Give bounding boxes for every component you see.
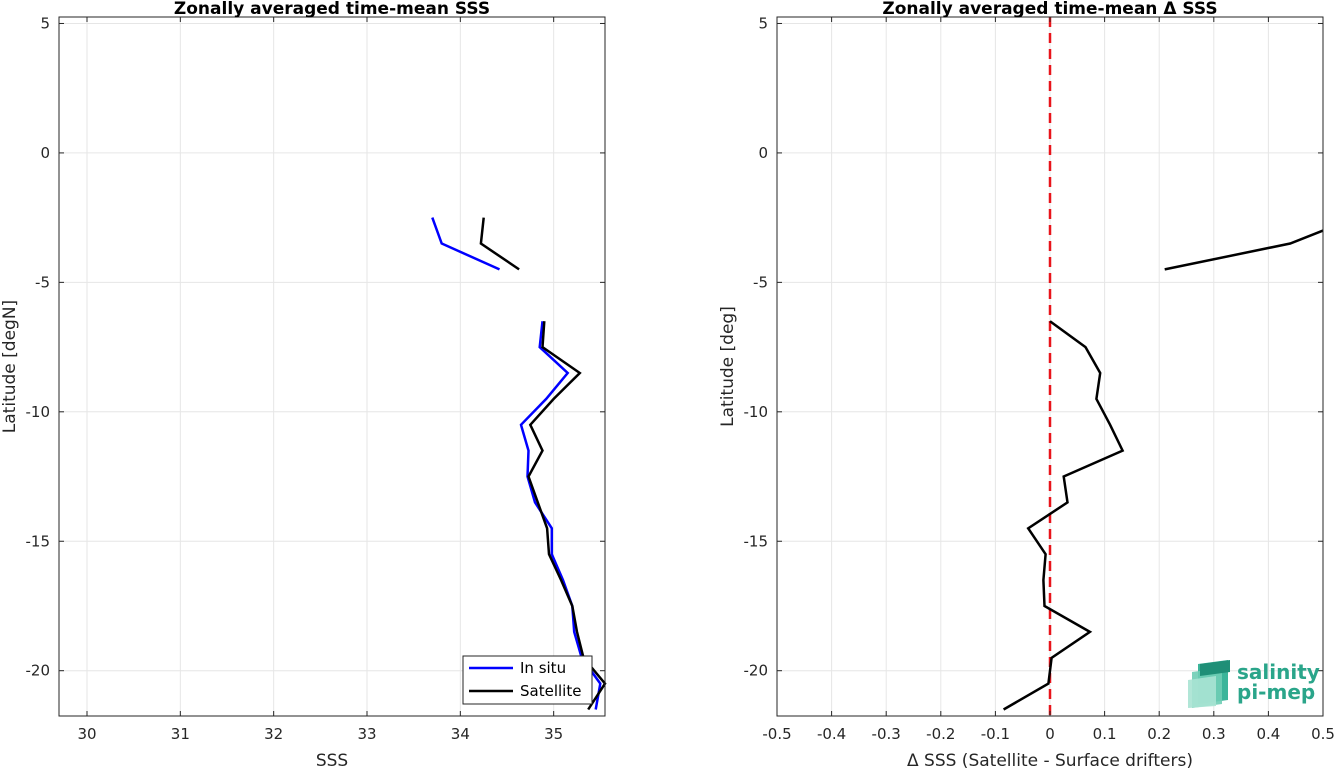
x-tick-label: 32 <box>264 725 283 743</box>
y-tick-label: 0 <box>40 144 50 162</box>
x-tick-label: -0.3 <box>872 725 901 743</box>
axes-box <box>58 16 606 717</box>
x-tick-label: 0.3 <box>1202 725 1226 743</box>
x-axis-label: SSS <box>316 751 348 769</box>
y-tick-label: -10 <box>26 403 51 421</box>
y-tick-label: 0 <box>758 144 768 162</box>
x-tick-label: 0.4 <box>1256 725 1280 743</box>
series-line-satellite-segment-0 <box>479 217 520 271</box>
legend-box <box>462 655 593 705</box>
y-tick-label: -5 <box>753 273 768 291</box>
x-tick-label: -0.4 <box>817 725 846 743</box>
x-tick-label: 0 <box>1045 725 1055 743</box>
series-line-satellite-segment-1 <box>527 321 607 711</box>
x-axis-label: Δ SSS (Satellite - Surface drifters) <box>907 751 1193 769</box>
series-line-in-situ-segment-0 <box>431 217 501 271</box>
right-panel-delta-sss: -0.5 -0.4 -0.3 -0.2 -0.1 0 0.1 0.2 0.3 0.4 0.5 5 0 -5… <box>718 0 1335 769</box>
y-tick-label: -10 <box>744 403 769 421</box>
y-tick-label: -20 <box>26 662 51 680</box>
x-tick-label: 34 <box>451 725 470 743</box>
left-panel-sss: 30 31 32 33 34 35 5 0 -5 -10 -15 -20 Zonally average… <box>0 0 607 769</box>
y-tick-label: -15 <box>26 532 51 550</box>
x-tick-label: 33 <box>357 725 376 743</box>
x-tick-label: 31 <box>171 725 190 743</box>
logo-mark-icon <box>1188 660 1230 708</box>
x-tick-label: -0.5 <box>762 725 791 743</box>
plot-area <box>59 17 605 716</box>
y-tick-label: 5 <box>40 14 50 32</box>
legend: In situ Satellite <box>462 655 593 705</box>
series-line-delta-sss-segment-0 <box>1164 229 1324 271</box>
y-tick-label: 5 <box>758 14 768 32</box>
salinity-pi-mep-logo: salinity pi-mep <box>1188 660 1320 708</box>
series-line-delta-sss-segment-1 <box>1002 320 1125 711</box>
y-axis-label: Latitude [degN] <box>0 300 20 433</box>
legend-label-in-situ: In situ <box>520 659 566 677</box>
x-tick-label: -0.2 <box>926 725 955 743</box>
y-tick-label: -20 <box>744 662 769 680</box>
x-tick-label: 0.5 <box>1311 725 1335 743</box>
y-tick-label: -15 <box>744 532 769 550</box>
x-tick-label: 0.1 <box>1093 725 1117 743</box>
chart-title: Zonally averaged time-mean SSS <box>174 0 490 19</box>
y-tick-label: -5 <box>35 273 50 291</box>
y-axis-label: Latitude [deg] <box>718 306 738 427</box>
x-tick-label: 30 <box>77 725 96 743</box>
x-tick-label: 35 <box>544 725 563 743</box>
logo-text-pi-mep: pi-mep <box>1237 680 1315 704</box>
logo-text-salinity: salinity <box>1237 660 1320 684</box>
legend-label-satellite: Satellite <box>520 682 581 700</box>
x-tick-label: -0.1 <box>981 725 1010 743</box>
chart-title: Zonally averaged time-mean Δ SSS <box>882 0 1217 19</box>
x-tick-label: 0.2 <box>1147 725 1171 743</box>
